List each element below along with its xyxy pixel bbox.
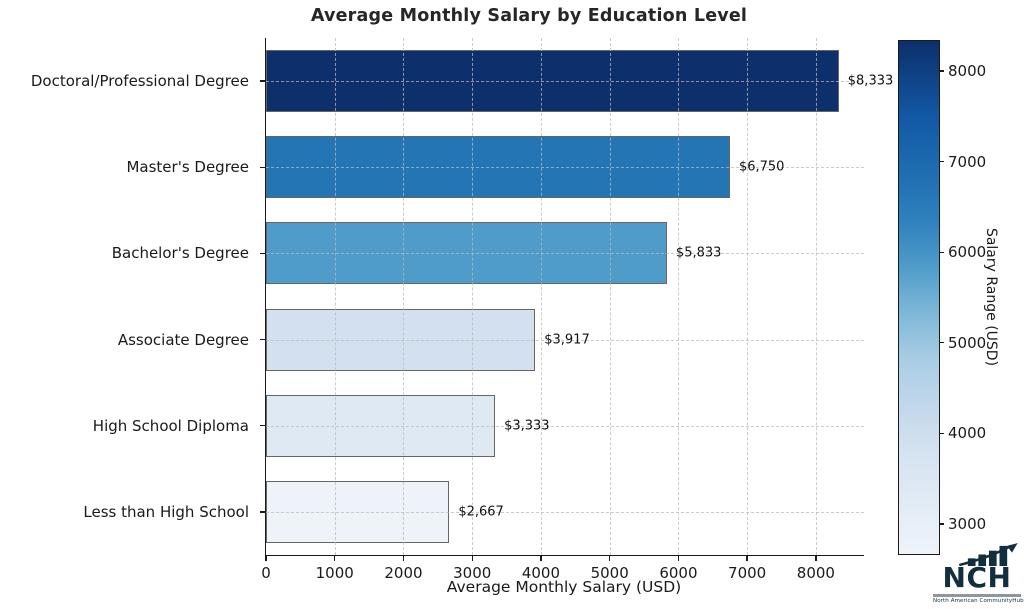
x-tick-label: 4000 — [521, 564, 561, 582]
y-tick-mark — [260, 511, 266, 513]
colorbar-tick-label: 6000 — [948, 243, 987, 262]
x-tick-mark — [540, 555, 542, 561]
x-tick-label: 8000 — [796, 564, 835, 582]
plot-area: 0 1000 2000 3000 4000 5000 6000 7000 8000 $8,333 $… — [260, 38, 893, 582]
y-tick-mark — [260, 425, 266, 427]
bar-value-label: $2,667 — [458, 504, 504, 520]
x-tick-mark — [471, 555, 473, 561]
colorbar-tick-label: 3000 — [948, 514, 987, 533]
gridline-horizontal — [266, 511, 864, 513]
bar-value-label: $3,333 — [504, 418, 550, 434]
x-tick-label: 5000 — [590, 564, 629, 582]
gridline-vertical — [678, 38, 680, 555]
x-tick-label: 2000 — [384, 564, 423, 582]
x-tick-label: 0 — [261, 564, 271, 582]
x-tick-label: 6000 — [659, 564, 698, 582]
growth-chart-icon — [958, 543, 1018, 566]
gridline-vertical — [609, 38, 611, 555]
x-tick-mark — [746, 555, 748, 561]
y-category-label: Less than High School — [83, 502, 249, 521]
bar-value-label: $3,917 — [544, 332, 590, 348]
colorbar-tick-mark — [939, 432, 944, 434]
gridline-vertical — [540, 38, 542, 555]
colorbar-tick-mark — [939, 251, 944, 253]
y-category-label: Doctoral/Professional Degree — [30, 72, 249, 91]
logo-tagline: North American CommunityHub — [933, 597, 1024, 604]
x-tick-mark — [677, 555, 680, 561]
colorbar-tick-mark — [939, 342, 944, 344]
y-category-label: High School Diploma — [92, 416, 249, 435]
gridline-vertical — [334, 38, 336, 555]
x-tick-mark — [815, 555, 817, 561]
x-tick-mark — [608, 555, 611, 561]
y-category-label: Bachelor's Degree — [111, 244, 249, 263]
y-category-label: Master's Degree — [126, 158, 249, 177]
gridline-horizontal — [266, 167, 864, 169]
y-axis-labels: Doctoral/Professional Degree Master's Deg… — [0, 38, 257, 555]
x-tick-label: 7000 — [728, 564, 767, 582]
y-tick-mark — [260, 252, 266, 255]
colorbar-tick-mark — [939, 70, 944, 72]
gridline-horizontal — [266, 425, 864, 427]
gridline-vertical — [815, 38, 817, 555]
colorbar-tick-label: 8000 — [948, 62, 987, 81]
gridline-vertical — [747, 38, 749, 555]
y-tick-mark — [260, 80, 266, 82]
colorbar-label: Salary Range (USD) — [983, 227, 999, 367]
gridline-horizontal — [266, 81, 864, 83]
bar-value-label: $5,833 — [675, 245, 722, 261]
x-tick-mark — [334, 555, 336, 561]
bar-value-label: $8,333 — [847, 73, 894, 89]
y-category-label: Associate Degree — [117, 330, 249, 349]
x-axis-label: Average Monthly Salary (USD) — [446, 578, 682, 596]
colorbar: 3000 4000 5000 6000 7000 8000 — [898, 40, 986, 555]
colorbar-tick-label: 4000 — [948, 424, 987, 443]
y-tick-mark — [260, 166, 266, 168]
gridline-horizontal — [266, 253, 864, 255]
logo-text: NCH — [942, 561, 1012, 594]
colorbar-tick-label: 7000 — [948, 152, 987, 171]
bar-value-label: $6,750 — [738, 159, 785, 175]
gridline-vertical — [472, 38, 474, 555]
colorbar-tick-mark — [939, 523, 944, 525]
colorbar-tick-label: 5000 — [948, 333, 987, 352]
chart-title: Average Monthly Salary by Education Leve… — [310, 6, 748, 26]
colorbar-tick-mark — [939, 160, 944, 163]
x-tick-mark — [265, 555, 267, 561]
gridline-horizontal — [266, 339, 864, 341]
x-tick-mark — [402, 555, 405, 561]
logo-rule — [933, 594, 1021, 597]
nch-logo: NCH North American CommunityHub — [933, 543, 1024, 604]
y-tick-mark — [260, 338, 266, 341]
x-tick-label: 3000 — [453, 564, 492, 582]
x-tick-label: 1000 — [315, 564, 354, 582]
gridline-vertical — [403, 38, 405, 555]
